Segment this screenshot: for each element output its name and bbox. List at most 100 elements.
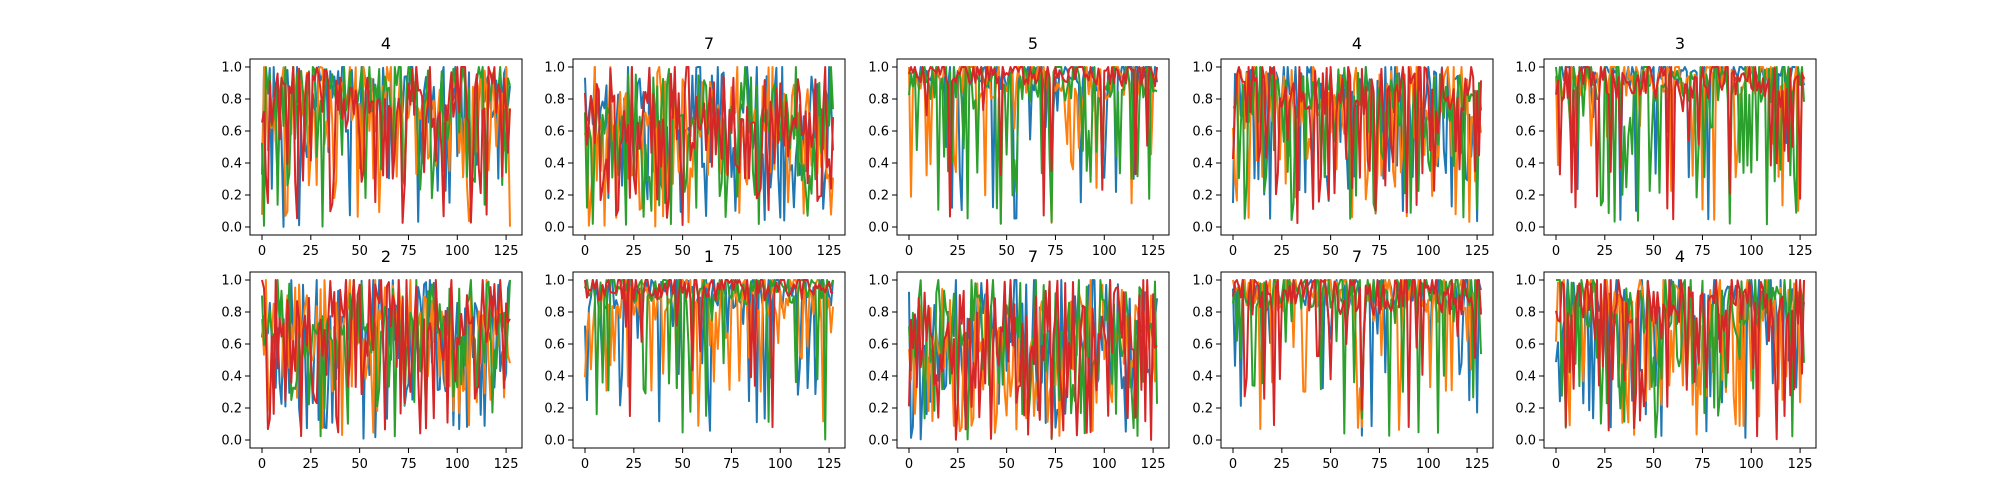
y-tick-label: 1.0 [1192, 61, 1213, 76]
axes-frame [1220, 271, 1494, 449]
x-tick-label: 50 [1322, 457, 1339, 472]
y-tick-label: 0.2 [1515, 402, 1536, 417]
y-tick-label: 0.2 [868, 189, 889, 204]
x-tick-label: 50 [1645, 244, 1662, 259]
y-tick-label: 1.0 [221, 61, 242, 76]
y-tick-label: 0.0 [1192, 221, 1213, 236]
axes-frame [249, 58, 523, 236]
x-tick-label: 125 [494, 244, 519, 259]
axes-frame [1543, 271, 1817, 449]
x-tick-label: 100 [1416, 457, 1441, 472]
x-tick-label: 0 [581, 457, 589, 472]
y-tick-label: 0.4 [544, 370, 565, 385]
x-tick-label: 75 [1694, 457, 1711, 472]
y-tick-label: 0.2 [544, 402, 565, 417]
x-tick-label: 75 [400, 457, 417, 472]
x-tick-label: 100 [1739, 457, 1764, 472]
x-tick-label: 75 [1371, 244, 1388, 259]
y-tick-label: 0.6 [221, 125, 242, 140]
axes-frame [572, 271, 846, 449]
x-tick-label: 0 [1229, 244, 1237, 259]
y-tick-label: 0.6 [544, 125, 565, 140]
x-tick-label: 125 [494, 457, 519, 472]
y-tick-label: 0.8 [544, 93, 565, 108]
subplot-title: 7 [1352, 247, 1362, 266]
series-line-3 [261, 66, 511, 228]
x-tick-label: 125 [1788, 244, 1813, 259]
x-tick-label: 125 [1465, 244, 1490, 259]
y-tick-label: 1.0 [868, 274, 889, 289]
y-tick-label: 0.8 [221, 93, 242, 108]
x-tick-label: 0 [905, 457, 913, 472]
series-line-4 [908, 66, 1158, 218]
x-tick-label: 75 [1047, 457, 1064, 472]
subplot-title: 7 [704, 34, 714, 53]
y-tick-label: 0.2 [868, 402, 889, 417]
subplot-4: 4 0 25 50 75 100 125 0.0 0.2 0.4 0.6 0.8 1.0 [1192, 34, 1494, 259]
x-tick-label: 100 [768, 457, 793, 472]
y-tick-label: 1.0 [868, 61, 889, 76]
series-line-4 [1555, 279, 1805, 441]
y-tick-label: 0.4 [221, 157, 242, 172]
x-tick-label: 75 [1047, 244, 1064, 259]
subplot-title: 4 [1675, 247, 1685, 266]
x-tick-label: 25 [303, 244, 320, 259]
y-tick-label: 0.6 [1515, 338, 1536, 353]
x-tick-label: 75 [1371, 457, 1388, 472]
y-tick-label: 0.8 [1192, 306, 1213, 321]
y-tick-label: 0.0 [1515, 434, 1536, 449]
y-tick-label: 0.0 [868, 434, 889, 449]
x-tick-label: 50 [998, 244, 1015, 259]
y-tick-label: 0.0 [868, 221, 889, 236]
x-tick-label: 0 [258, 457, 266, 472]
y-tick-label: 0.4 [1515, 157, 1536, 172]
y-tick-label: 0.0 [221, 434, 242, 449]
x-tick-label: 125 [1141, 244, 1166, 259]
x-tick-label: 100 [1092, 457, 1117, 472]
x-tick-label: 50 [674, 457, 691, 472]
y-tick-label: 0.8 [868, 93, 889, 108]
x-tick-label: 75 [400, 244, 417, 259]
y-tick-label: 0.2 [1515, 189, 1536, 204]
subplot-2: 7 0 25 50 75 100 125 0.0 0.2 0.4 0.6 0.8 1.0 [544, 34, 846, 259]
x-tick-label: 0 [581, 244, 589, 259]
x-tick-label: 25 [950, 457, 967, 472]
y-tick-label: 0.0 [544, 221, 565, 236]
y-tick-label: 1.0 [1515, 61, 1536, 76]
series-line-3 [1555, 66, 1805, 226]
y-tick-label: 1.0 [544, 274, 565, 289]
x-tick-label: 100 [1092, 244, 1117, 259]
y-tick-label: 0.6 [1192, 125, 1213, 140]
subplot-title: 5 [1028, 34, 1038, 53]
subplot-title: 1 [704, 247, 714, 266]
y-tick-label: 0.0 [221, 221, 242, 236]
x-tick-label: 0 [905, 244, 913, 259]
series-line-3 [1556, 279, 1805, 439]
x-tick-label: 25 [626, 244, 643, 259]
x-tick-label: 75 [723, 244, 740, 259]
x-tick-label: 25 [303, 457, 320, 472]
y-tick-label: 0.2 [221, 189, 242, 204]
x-tick-label: 75 [1694, 244, 1711, 259]
series-line-4 [1232, 279, 1482, 428]
x-tick-label: 0 [1229, 457, 1237, 472]
x-tick-label: 25 [950, 244, 967, 259]
y-tick-label: 0.6 [544, 338, 565, 353]
subplot-7: 1 0 25 50 75 100 125 0.0 0.2 0.4 0.6 0.8 1.0 [544, 247, 846, 472]
y-tick-label: 0.6 [868, 338, 889, 353]
y-tick-label: 0.2 [221, 402, 242, 417]
x-tick-label: 50 [1322, 244, 1339, 259]
axes-frame [896, 271, 1170, 449]
series-line-2 [1555, 66, 1805, 221]
x-tick-label: 50 [998, 457, 1015, 472]
y-tick-label: 0.6 [868, 125, 889, 140]
y-tick-label: 0.8 [868, 306, 889, 321]
x-tick-label: 50 [351, 244, 368, 259]
subplot-title: 4 [1352, 34, 1362, 53]
axes-frame [572, 58, 846, 236]
x-tick-label: 100 [445, 457, 470, 472]
series-line-4 [908, 279, 1158, 441]
y-tick-label: 0.4 [544, 157, 565, 172]
